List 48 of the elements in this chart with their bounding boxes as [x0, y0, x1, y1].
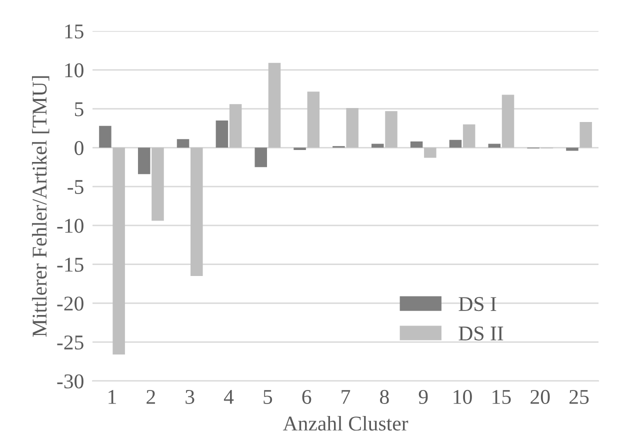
- bar: [566, 148, 578, 151]
- bar: [229, 104, 242, 148]
- x-tick-label: 5: [264, 390, 272, 404]
- x-tick-label: 8: [380, 390, 389, 404]
- bar: [424, 148, 436, 158]
- y-tick-label: -15: [57, 258, 84, 272]
- bar: [152, 148, 164, 221]
- y-tick-label: 15: [65, 24, 84, 38]
- y-tick-label: 0: [74, 141, 84, 156]
- bar: [372, 144, 384, 148]
- x-tick-label: 3: [186, 390, 194, 404]
- bar: [462, 124, 476, 148]
- bar: [346, 108, 358, 148]
- y-tick-label: -20: [57, 296, 84, 311]
- bar: [385, 111, 398, 148]
- bar: [307, 92, 320, 148]
- y-tick-label: -10: [57, 218, 84, 233]
- x-tick-label: 10: [454, 390, 472, 404]
- x-tick-label: 7: [342, 390, 350, 404]
- legend-label: DS I: [458, 297, 496, 312]
- bar: [449, 140, 462, 148]
- y-tick-label: -30: [57, 374, 84, 388]
- y-tick-label: 10: [65, 63, 84, 78]
- x-tick-label: 1: [108, 390, 116, 404]
- bar: [176, 139, 190, 148]
- bar: [138, 148, 150, 174]
- bar: [216, 120, 228, 148]
- x-tick-label: 2: [146, 390, 155, 404]
- bar: [502, 94, 514, 148]
- legend-label: DS II: [458, 326, 504, 340]
- x-tick-label: 6: [302, 390, 312, 404]
- bar: [190, 148, 203, 276]
- x-tick-label: 9: [418, 390, 428, 404]
- bar: [254, 148, 267, 168]
- x-axis-title: Anzahl Cluster: [282, 416, 408, 431]
- y-tick-label: -5: [68, 180, 84, 194]
- bar: [99, 126, 112, 148]
- x-tick-label: 20: [530, 390, 550, 404]
- x-tick-label: 15: [492, 390, 511, 404]
- x-tick-label: 4: [224, 390, 234, 404]
- y-axis-title: Mittlerer Fehler/Artikel [TMU]: [32, 76, 50, 337]
- bar: [410, 141, 423, 148]
- bar: [268, 62, 281, 148]
- bar: [112, 148, 125, 355]
- bar: [580, 122, 592, 148]
- y-tick-label: 5: [75, 102, 84, 116]
- y-tick-label: -25: [57, 336, 84, 350]
- x-tick-label: 25: [570, 390, 589, 404]
